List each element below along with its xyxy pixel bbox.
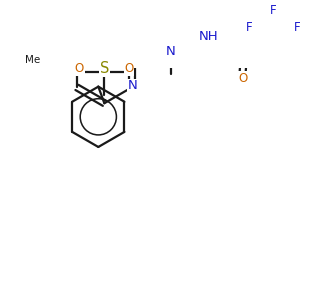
Text: F: F: [246, 21, 252, 34]
Text: O: O: [238, 72, 247, 85]
Text: Me: Me: [26, 55, 41, 65]
Text: S: S: [100, 61, 109, 76]
Text: NH: NH: [199, 30, 218, 43]
Text: F: F: [294, 21, 301, 34]
Text: N: N: [166, 45, 176, 58]
Text: F: F: [270, 4, 277, 17]
Text: O: O: [125, 62, 134, 75]
Text: N: N: [128, 79, 137, 92]
Text: O: O: [75, 62, 84, 75]
